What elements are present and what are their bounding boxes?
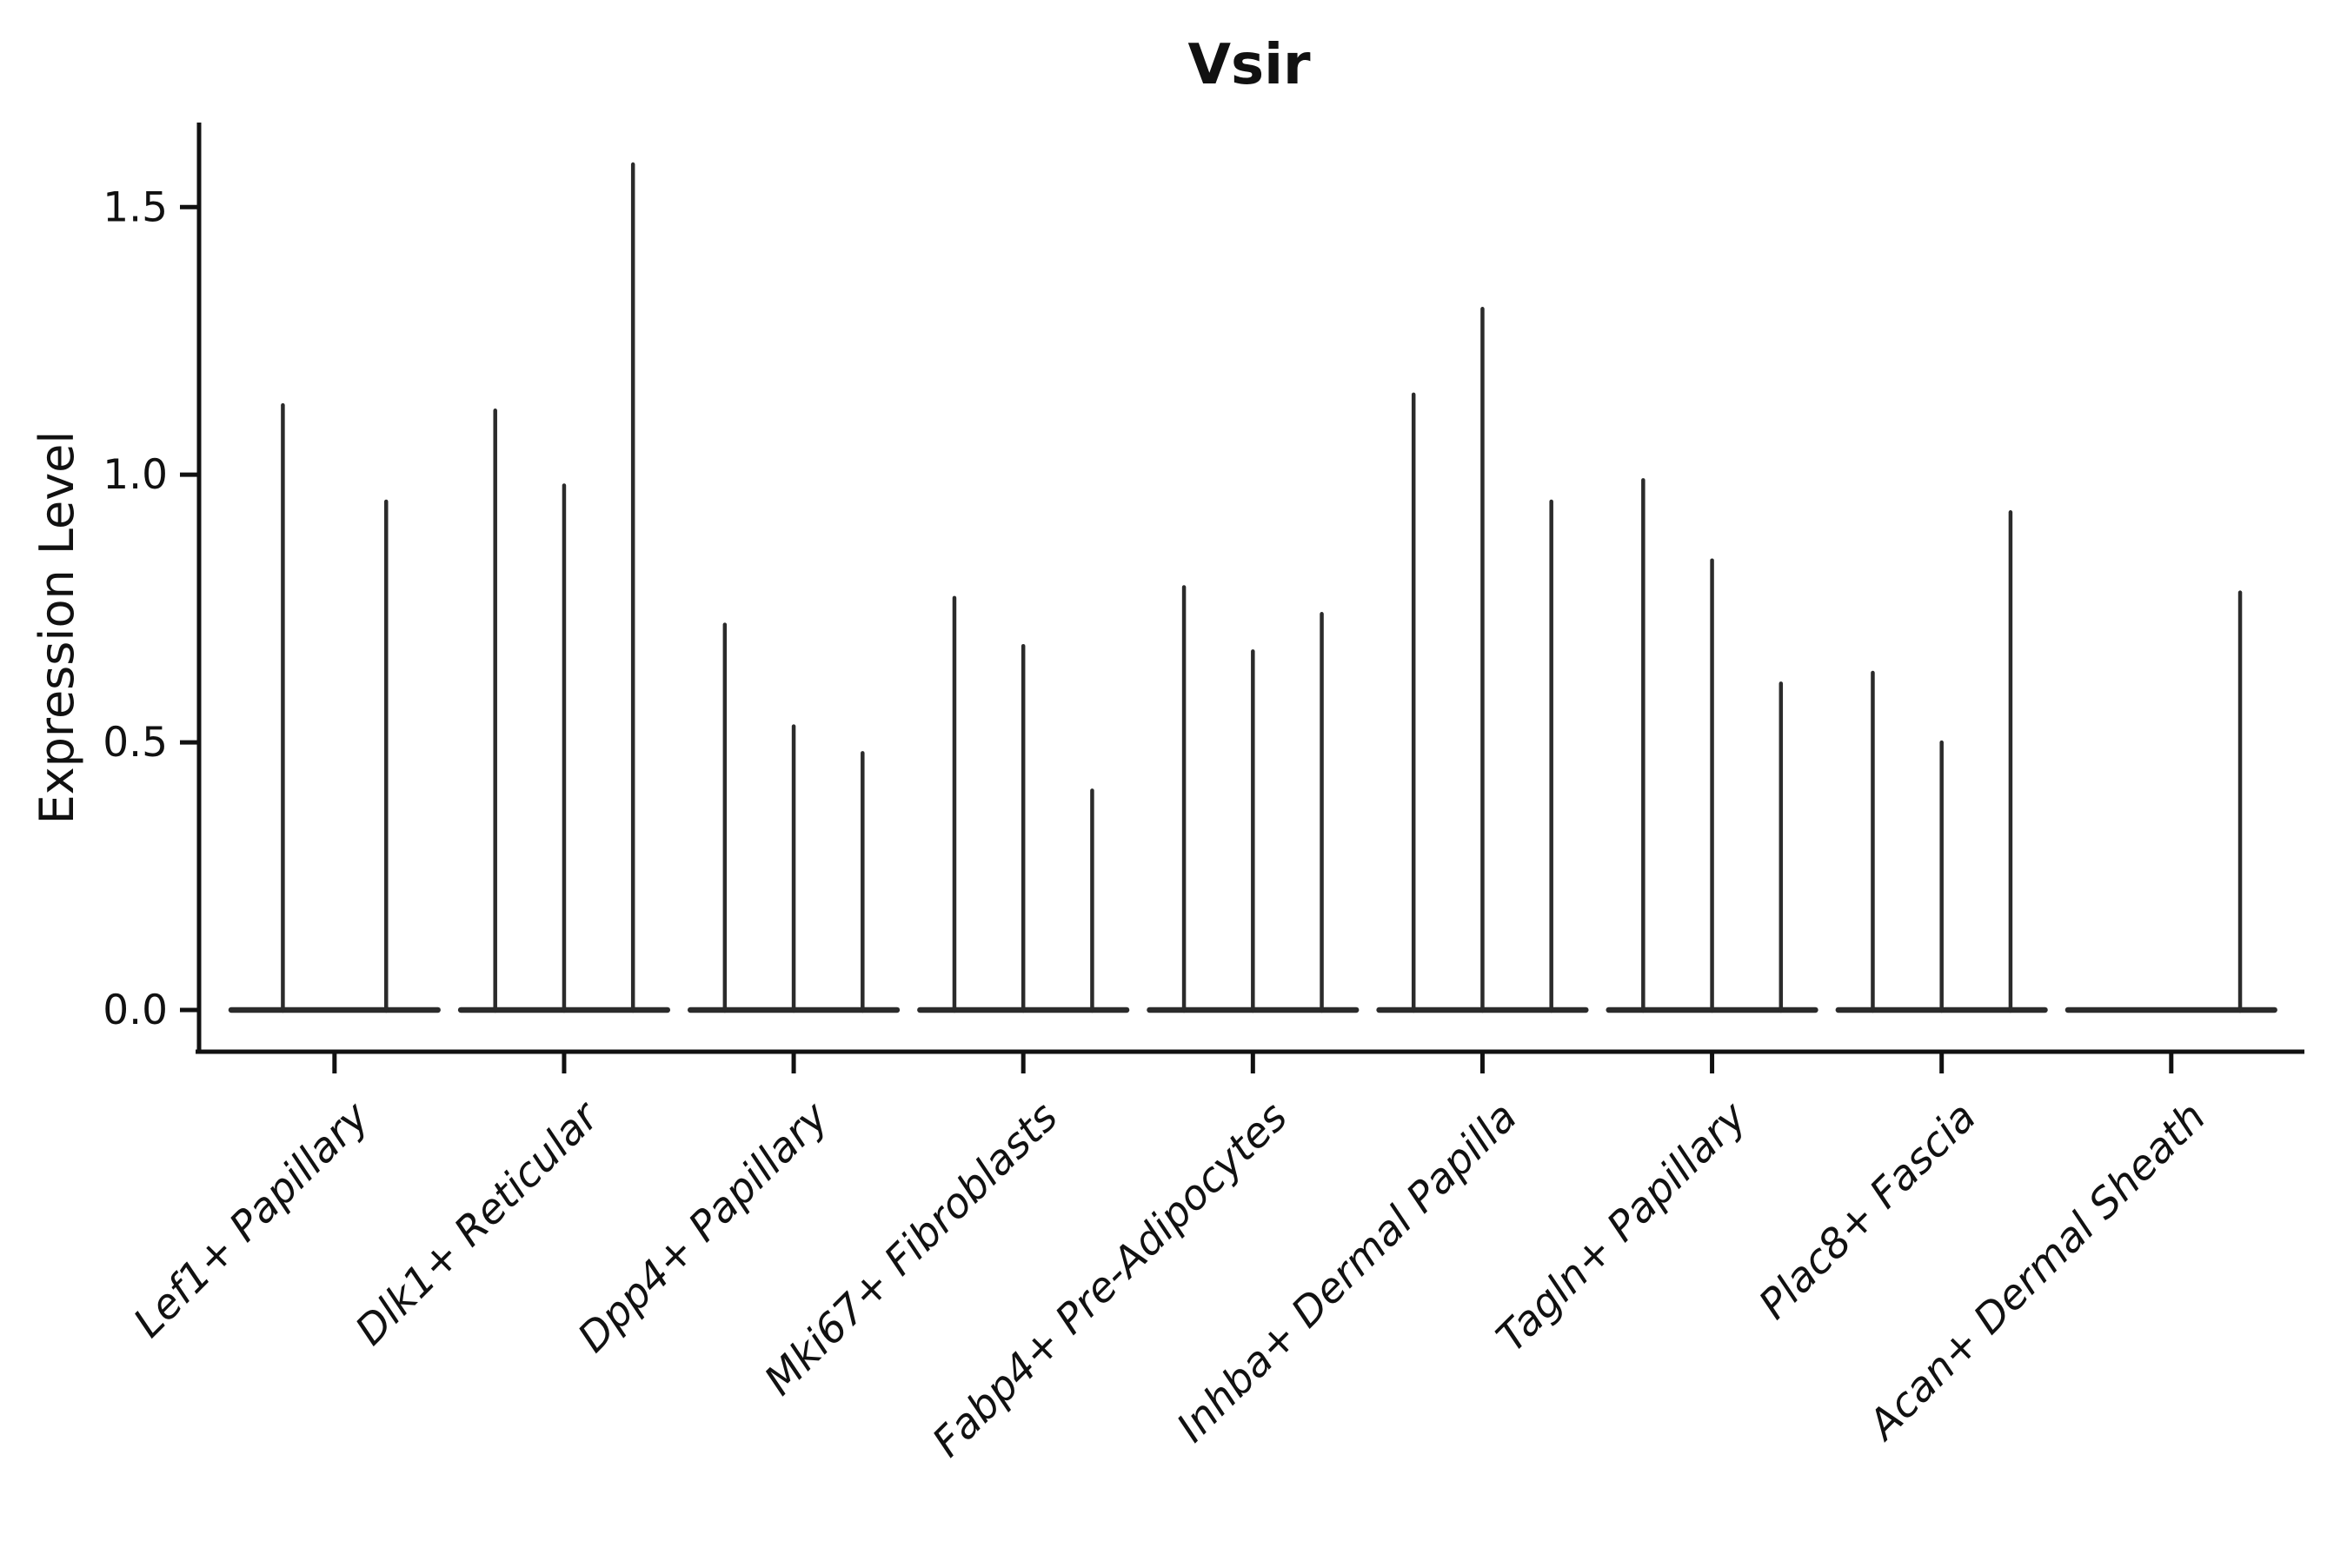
- x-tick-label: Dpp4+ Papillary: [568, 1093, 838, 1362]
- y-tick-label: 0.0: [103, 987, 168, 1034]
- x-tick-label: Lef1+ Papillary: [124, 1093, 379, 1347]
- y-tick-label: 0.5: [103, 719, 168, 767]
- y-tick-label: 1.0: [103, 451, 168, 499]
- x-tick-label: Plac8+ Fascia: [1750, 1093, 1985, 1329]
- y-tick-label: 1.5: [103, 183, 168, 231]
- x-tick-label: Dlk1+ Reticular: [347, 1092, 610, 1355]
- plot-title: Vsir: [1187, 33, 1311, 97]
- axes-layer: [180, 123, 2304, 1073]
- x-tick-label: Tagln+ Papillary: [1487, 1093, 1757, 1362]
- violins-layer: [228, 162, 2277, 1013]
- y-axis-label: Expression Level: [30, 431, 84, 825]
